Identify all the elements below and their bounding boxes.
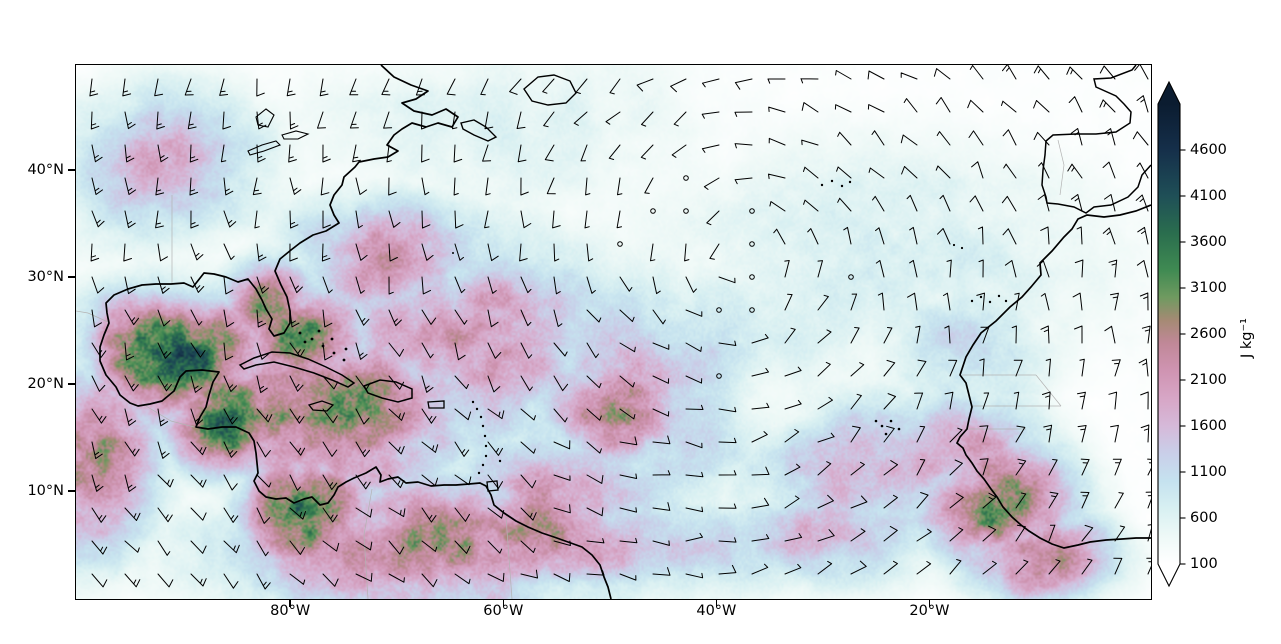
colorbar-tick-label: 600: [1190, 510, 1218, 526]
x-tick-label: 80°W: [270, 603, 311, 619]
colorbar-extend-top: [1158, 82, 1180, 104]
colorbar: 100 600 1100 1600 2100 2600 3100 3600 4100 4600: [1156, 80, 1276, 592]
small-island: [481, 463, 485, 467]
lake-outline: [255, 108, 275, 128]
coastline-island: [307, 400, 335, 412]
small-island: [848, 180, 852, 184]
small-island: [452, 252, 454, 254]
small-island: [475, 407, 479, 411]
small-island: [1004, 299, 1008, 303]
y-tick-label: 10°N: [27, 482, 64, 499]
admin-border: [363, 488, 373, 599]
lake-outline: [281, 130, 310, 140]
lake-outline: [247, 140, 281, 156]
colorbar-tick-label: 1100: [1190, 464, 1227, 480]
small-island: [484, 454, 488, 458]
y-axis-tick: [68, 276, 75, 278]
calm-wind-circles: [617, 175, 854, 379]
y-tick-label: 30°N: [27, 268, 64, 285]
wind-barb-glyphs: [89, 65, 1151, 590]
small-island: [310, 337, 314, 341]
colorbar-tick-label: 1600: [1190, 418, 1227, 434]
admin-border: [1057, 139, 1065, 196]
coastline-island: [427, 400, 445, 409]
x-tick-label: 20°W: [909, 603, 950, 619]
small-island: [344, 347, 348, 351]
x-axis-tick: [928, 599, 931, 607]
colorbar-outline: [1157, 80, 1181, 588]
colorbar-axis-label: J kg⁻¹: [1239, 318, 1255, 358]
colorbar-tick-label: 4100: [1190, 188, 1227, 204]
coastline-island: [523, 74, 577, 106]
colorbar-tick-label: 4600: [1190, 142, 1227, 158]
small-island: [330, 337, 334, 341]
small-island: [317, 329, 321, 333]
coastline-americas: [99, 65, 612, 599]
small-island: [840, 184, 844, 188]
coastline-island: [362, 379, 413, 403]
coastline-island: [486, 480, 499, 492]
small-island: [830, 179, 834, 183]
country-borders: [76, 139, 1065, 599]
coastline-island: [238, 351, 356, 388]
colorbar-extend-bottom: [1158, 564, 1180, 586]
small-island: [498, 459, 502, 463]
small-island: [477, 471, 481, 475]
small-island: [481, 424, 485, 428]
small-island: [303, 340, 307, 344]
x-tick-label: 40°W: [696, 603, 737, 619]
coastline-island: [460, 119, 498, 142]
small-island: [298, 331, 302, 335]
small-island: [988, 300, 992, 304]
y-axis-tick: [68, 490, 75, 492]
y-axis-tick: [68, 383, 75, 385]
x-tick-label: 60°W: [483, 603, 524, 619]
small-island: [952, 243, 956, 247]
y-tick-label: 20°N: [27, 375, 64, 392]
small-island: [820, 183, 824, 187]
small-island: [970, 299, 974, 303]
colorbar-tick-label: 2100: [1190, 372, 1227, 388]
admin-border: [145, 405, 195, 428]
small-island: [889, 419, 893, 423]
admin-border: [1035, 374, 1062, 407]
colorbar-tick-label: 3100: [1190, 280, 1227, 296]
coastlines: [99, 65, 1151, 599]
x-axis-tick: [502, 599, 505, 607]
small-island: [483, 434, 487, 438]
colorbar-tick-label: 100: [1190, 556, 1218, 572]
y-axis-tick: [68, 169, 75, 171]
small-island: [874, 419, 878, 423]
small-island: [342, 358, 346, 362]
colorbar-tick-label: 3600: [1190, 234, 1227, 250]
coastline-europe: [1041, 65, 1151, 214]
admin-border: [505, 516, 513, 599]
colorbar-svg: 100 600 1100 1600 2100 2600 3100 3600 4100 4600: [1157, 80, 1227, 588]
small-island: [484, 444, 488, 448]
colorbar-tick-label: 2600: [1190, 326, 1227, 342]
small-island: [960, 246, 964, 250]
small-island: [997, 294, 1001, 298]
small-island: [979, 295, 983, 299]
small-island: [897, 427, 901, 431]
small-island: [880, 424, 884, 428]
x-axis-tick: [715, 599, 718, 607]
small-island: [884, 432, 888, 436]
colorbar-gradient: [1158, 104, 1180, 564]
small-island: [479, 415, 483, 419]
map-overlay: [76, 65, 1151, 599]
x-axis-tick: [289, 599, 291, 607]
small-island: [471, 400, 475, 404]
small-island: [332, 351, 336, 355]
wind-barbs: [89, 65, 1151, 590]
admin-border: [76, 310, 109, 323]
map-plot: [75, 64, 1152, 600]
coastline-africa: [955, 204, 1151, 549]
y-tick-label: 40°N: [27, 161, 64, 178]
